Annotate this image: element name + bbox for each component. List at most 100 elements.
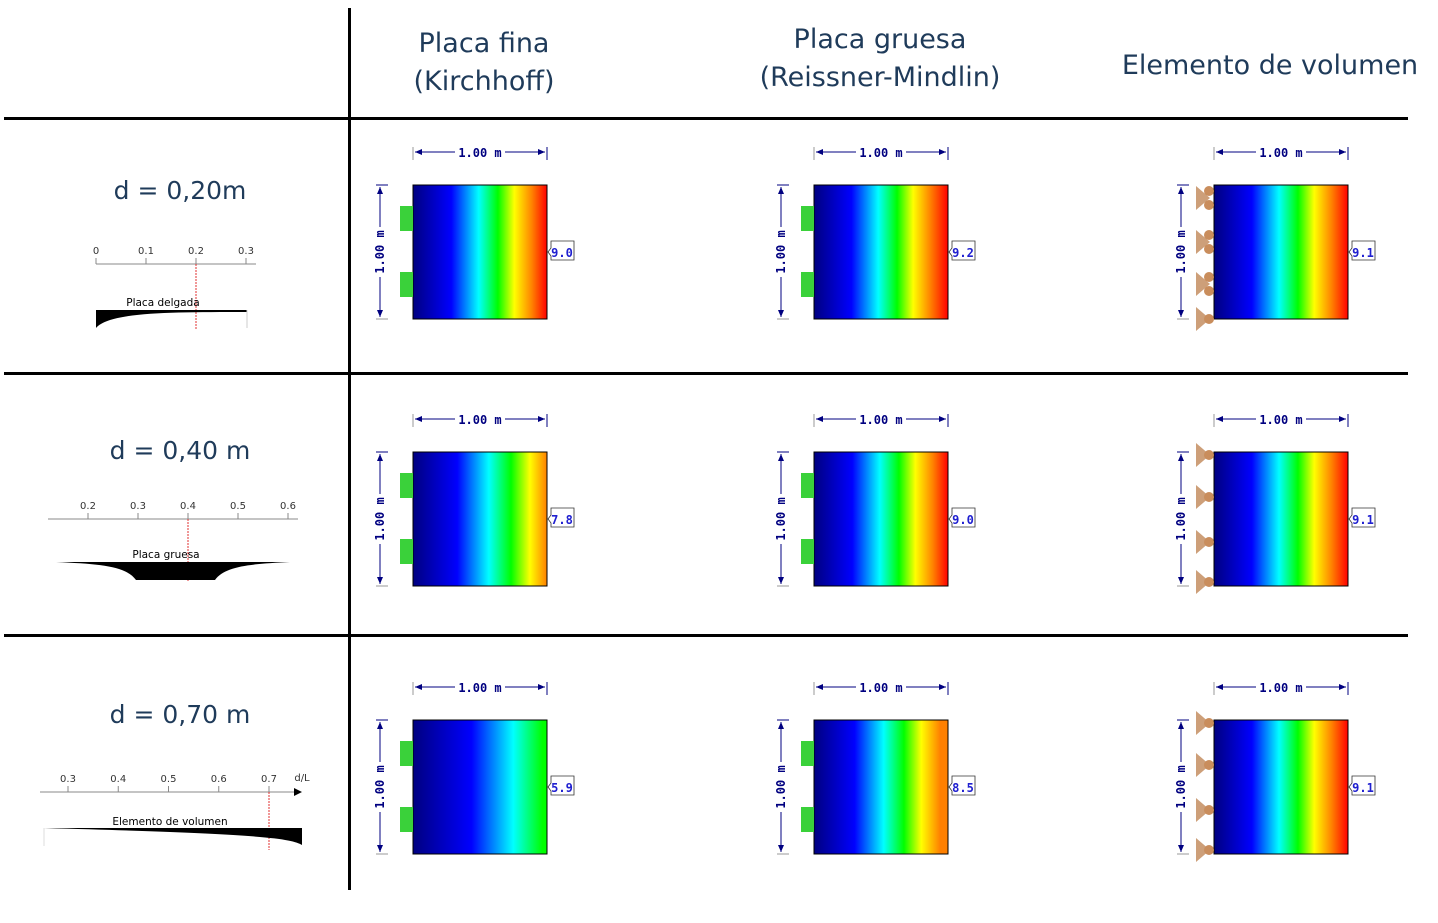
plate-contour [412,184,548,320]
dimension-label: 1.00 m [1259,413,1302,427]
scale-tick-label: 0.2 [188,246,204,257]
value-callout [1348,775,1376,796]
header-mindlin: Placa gruesa (Reissner-Mindlin) [740,21,1020,97]
hinge-support-icon [1196,530,1210,554]
fixed-support-icon [400,272,413,297]
dimension-label: 1.00 m [1174,230,1188,273]
dimension-label: 1.00 m [373,497,387,540]
hinge-support-icon [1196,753,1210,777]
dimension-label: 1.00 m [774,765,788,808]
result-value: 9.1 [1352,513,1374,527]
thin-plate-shape [96,310,247,328]
scale-caption: Elemento de volumen [112,816,227,828]
row-label: d = 0,40 m [109,436,251,465]
dimension-label: 1.00 m [1174,765,1188,808]
roller-icon [1204,760,1214,770]
roller-icon [1204,272,1214,282]
fixed-support-icon [400,539,413,564]
dimension-label: 1.00 m [373,765,387,808]
thick-plate-shape [56,562,290,580]
dimension-bg [856,145,906,159]
fixed-support-icon [801,741,814,766]
plate-result: 1.00 m 1.00 m 7.8 [373,412,575,587]
roller-icon [1204,186,1214,196]
roller-icon [1204,200,1214,210]
dimension-label: 1.00 m [859,681,902,695]
plate-result: 1.00 m 1.00 m 5.9 [373,680,575,855]
hinge-support-icon [1196,485,1210,509]
plate-result: 1.00 m 1.00 m 9.1 [1174,145,1376,331]
plate-contour [1213,719,1349,855]
fixed-support-icon [400,807,413,832]
dimension-label: 1.00 m [458,681,501,695]
axis-arrow-icon [294,788,302,796]
plate-result: 1.00 m 1.00 m 9.1 [1174,412,1376,594]
value-callout [547,775,575,796]
dimension-bg [1256,145,1306,159]
roller-icon [1204,718,1214,728]
dimension-bg [1256,412,1306,426]
dimension-bg [1174,227,1188,277]
value-callout [948,507,976,528]
plate-result: 1.00 m 1.00 m 9.2 [774,145,976,320]
plate-contour [813,719,949,855]
volume-element-shape [44,828,302,845]
dimension-bg [1174,762,1188,812]
dimension-bg [856,412,906,426]
hinge-support-icon [1196,570,1210,594]
fixed-support-icon [801,272,814,297]
result-value: 9.1 [1352,246,1374,260]
row-divider [4,372,1408,375]
dimension-label: 1.00 m [1259,146,1302,160]
dimension-label: 1.00 m [458,146,501,160]
roller-icon [1204,537,1214,547]
scale-tick-label: 0.7 [261,774,277,785]
dimension-label: 1.00 m [859,146,902,160]
fixed-support-icon [400,206,413,231]
roller-icon [1204,314,1214,324]
header-line: Placa gruesa [793,24,967,55]
dimension-label: 1.00 m [1259,681,1302,695]
fixed-support-icon [801,473,814,498]
dimension-bg [373,762,387,812]
plate-result: 1.00 m 1.00 m 8.5 [774,680,976,855]
scale-tick-label: 0.2 [80,501,96,512]
result-value: 9.0 [551,246,573,260]
roller-icon [1204,450,1214,460]
dimension-bg [455,412,505,426]
scale-tick-label: 0.5 [161,774,177,785]
roller-icon [1204,492,1214,502]
header-kirchhoff: Placa fina (Kirchhoff) [384,25,584,101]
fixed-support-icon [400,741,413,766]
hinge-support-icon [1196,443,1210,467]
result-value: 7.8 [551,513,573,527]
value-callout [948,240,976,261]
dimension-bg [455,680,505,694]
axis-label: d/L [294,773,310,784]
result-value: 9.1 [1352,781,1374,795]
dimension-label: 1.00 m [859,413,902,427]
roller-icon [1204,286,1214,296]
value-callout [1348,507,1376,528]
result-value: 9.0 [952,513,974,527]
roller-icon [1204,577,1214,587]
hinge-support-icon [1196,272,1210,296]
dimension-bg [373,494,387,544]
dimension-bg [1256,680,1306,694]
scale-diagram-3: d/L 0.3 0.4 0.5 0.6 0.7 Elemento de volumen [40,773,310,850]
result-value: 8.5 [952,781,974,795]
dimension-bg [1174,494,1188,544]
value-callout [948,775,976,796]
roller-icon [1204,845,1214,855]
plate-contour [1213,451,1349,587]
header-line: (Reissner-Mindlin) [759,62,1001,93]
hinge-support-icon [1196,838,1210,862]
header-line: (Kirchhoff) [413,66,555,97]
hinge-support-icon [1196,186,1210,210]
result-value: 5.9 [551,781,573,795]
header-volume: Elemento de volumen [1120,47,1420,85]
hinge-support-icon [1196,230,1210,254]
scale-diagram-1: 0 0.1 0.2 0.3 Placa delgada [93,246,256,329]
scale-tick-label: 0.3 [130,501,146,512]
